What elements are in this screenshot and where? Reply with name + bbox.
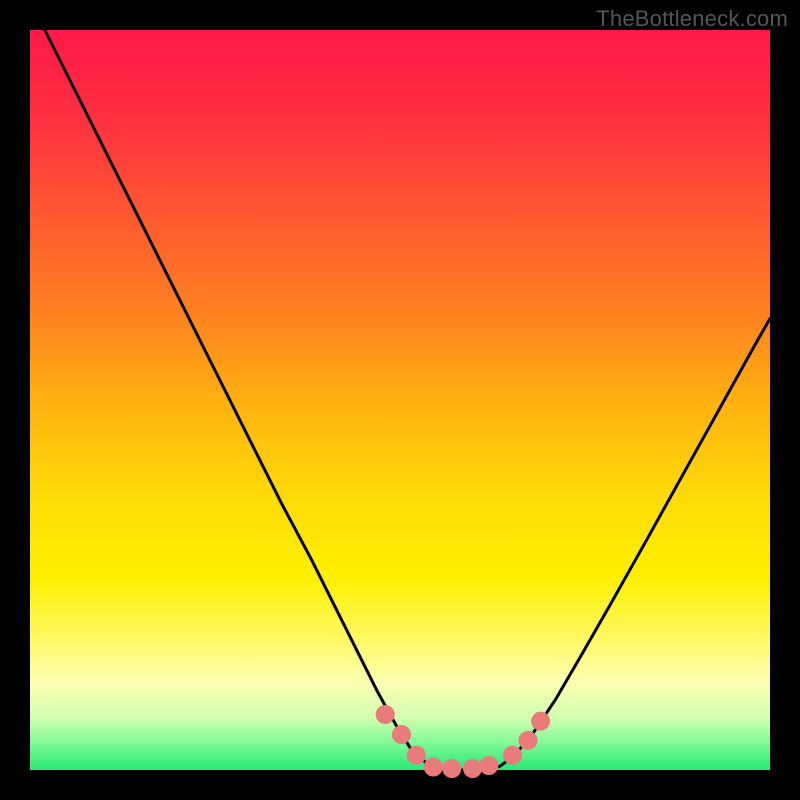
curve-marker (532, 712, 550, 730)
curve-marker (519, 731, 537, 749)
curve-marker (443, 760, 461, 778)
curve-marker (503, 746, 521, 764)
curve-marker (392, 725, 410, 743)
chart-frame: TheBottleneck.com (0, 0, 800, 800)
curve-marker (424, 758, 442, 776)
curve-marker (464, 760, 482, 778)
bottleneck-chart (0, 0, 800, 800)
plot-background (30, 30, 770, 770)
curve-marker (407, 746, 425, 764)
curve-marker (480, 757, 498, 775)
curve-marker (376, 706, 394, 724)
